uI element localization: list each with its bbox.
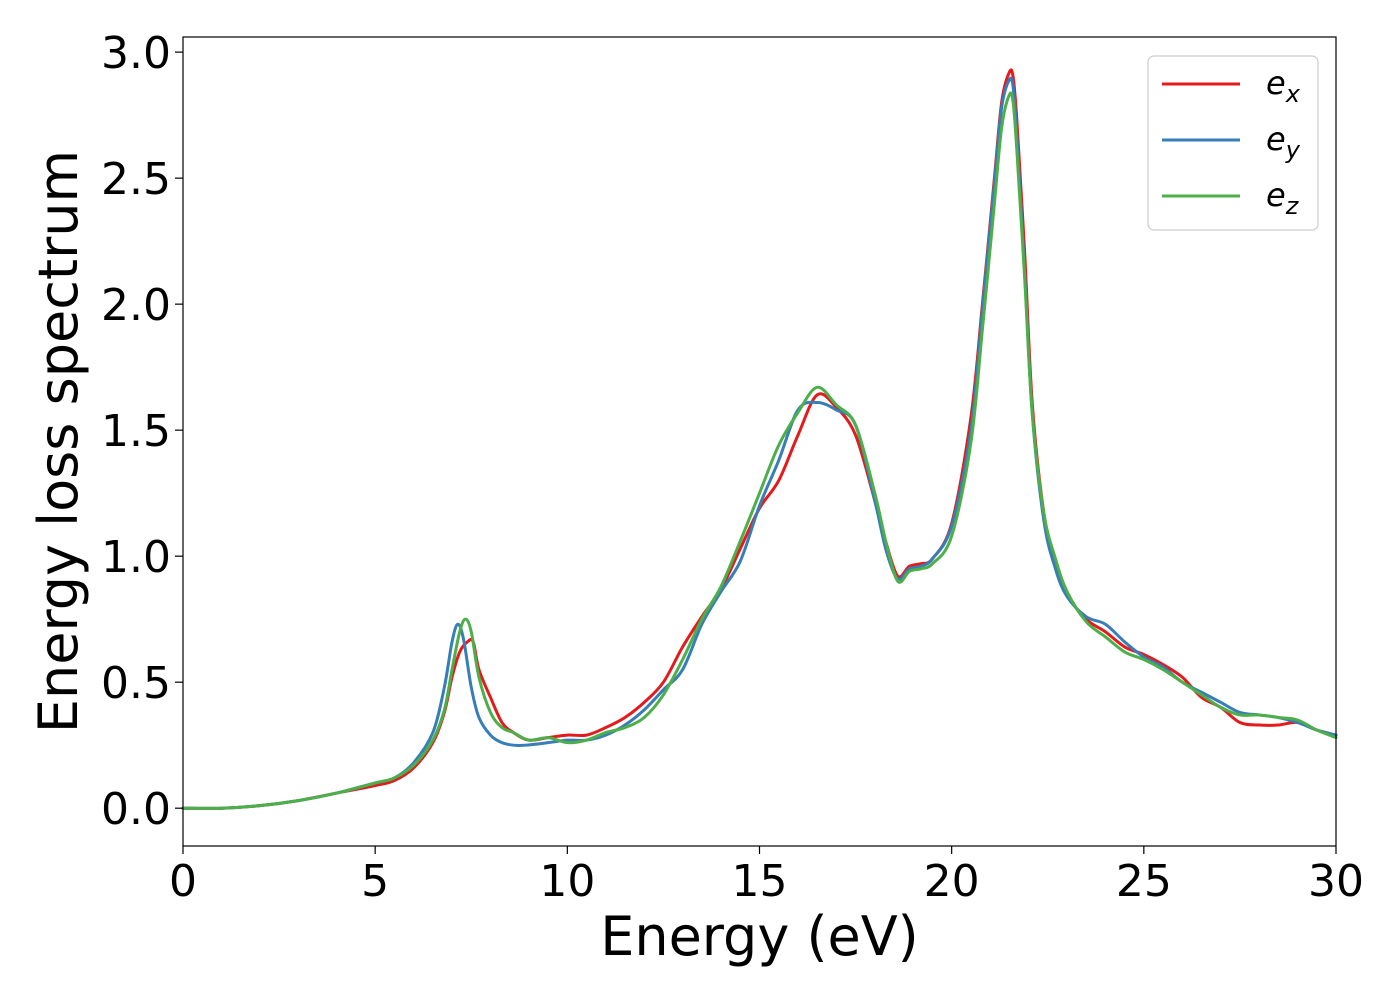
legend-label-x: ex xyxy=(1266,64,1301,108)
legend-label-z: ez xyxy=(1266,176,1300,220)
y-tick-label: 1.5 xyxy=(101,406,171,457)
y-axis-title: Energy loss spectrum xyxy=(27,150,90,733)
series-lines xyxy=(181,68,1338,810)
y-tick-label: 0.5 xyxy=(101,658,171,709)
y-tick-label: 0.0 xyxy=(101,784,171,835)
x-tick-label: 20 xyxy=(924,856,980,907)
x-axis-title: Energy (eV) xyxy=(600,905,919,968)
y-tick-label: 2.5 xyxy=(101,154,171,205)
series-line-z xyxy=(181,91,1338,810)
y-tick-label: 1.0 xyxy=(101,532,171,583)
x-tick-label: 25 xyxy=(1116,856,1172,907)
x-tick-label: 30 xyxy=(1308,856,1364,907)
x-tick-label: 10 xyxy=(539,856,595,907)
series-line-x xyxy=(181,68,1338,810)
y-tick-label: 3.0 xyxy=(101,28,171,79)
legend: ex ey ez xyxy=(1147,55,1319,231)
axis-ticks: 0 5 10 15 20 25 30 0.0 0.5 1.0 1.5 2.0 2.5 3.0 xyxy=(101,28,1364,907)
y-tick-label: 2.0 xyxy=(101,280,171,331)
legend-label-y: ey xyxy=(1266,120,1301,164)
x-tick-label: 15 xyxy=(732,856,788,907)
x-tick-label: 0 xyxy=(169,856,197,907)
x-tick-label: 5 xyxy=(361,856,389,907)
legend-box xyxy=(1147,55,1319,231)
